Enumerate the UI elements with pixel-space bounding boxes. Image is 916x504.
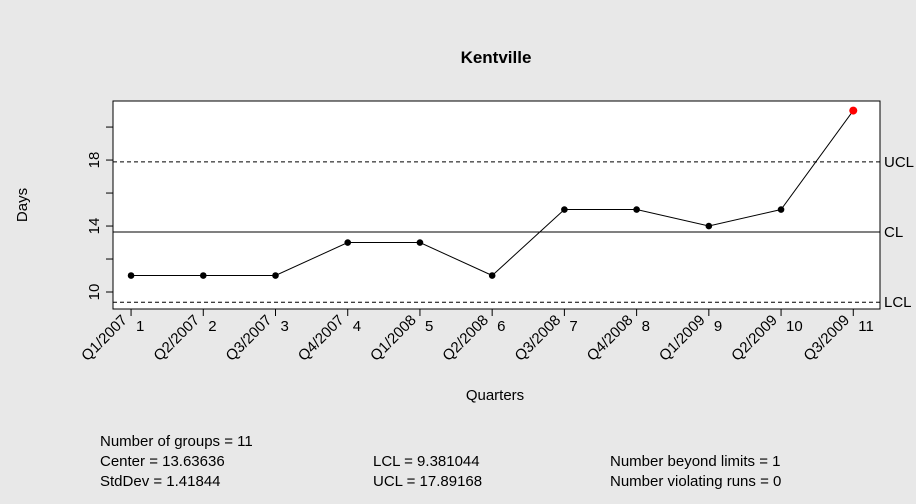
plot-area: [112, 100, 881, 310]
x-category-label: Q3/2009: [800, 312, 853, 365]
x-category-label: Q3/2007: [223, 312, 276, 365]
data-point: [344, 239, 352, 246]
data-point: [777, 206, 785, 213]
data-point: [633, 206, 640, 213]
y-tick-label: 10: [86, 284, 103, 301]
data-point: [705, 222, 713, 230]
x-tick-label: 10: [786, 318, 803, 335]
stats-text: UCL = 17.89168: [373, 473, 482, 490]
data-point: [127, 272, 135, 279]
data-point: [849, 106, 858, 115]
data-point: [488, 272, 496, 279]
x-category-label: Q1/2009: [656, 312, 709, 365]
limit-label: LCL: [884, 294, 912, 311]
limit-label: CL: [884, 224, 903, 241]
x-category-label: Q2/2008: [439, 312, 492, 365]
x-tick-label: 2: [208, 318, 216, 335]
x-tick-label: 4: [353, 318, 361, 335]
x-category-label: Q4/2008: [584, 312, 637, 365]
x-category-label: Q2/2009: [728, 312, 781, 365]
x-category-label: Q3/2008: [512, 312, 565, 365]
x-category-label: Q1/2008: [367, 312, 420, 365]
limit-label: UCL: [884, 154, 914, 171]
data-point: [272, 272, 279, 279]
x-category-label: Q2/2007: [150, 312, 203, 365]
data-point: [416, 239, 424, 246]
stats-text: Number of groups = 11: [100, 433, 253, 450]
stats-text: Number violating runs = 0: [610, 473, 781, 490]
stats-text: LCL = 9.381044: [373, 453, 480, 470]
x-tick-label: 8: [642, 318, 650, 335]
x-category-label: Q4/2007: [295, 312, 348, 365]
x-axis-label: Quarters: [466, 387, 524, 404]
x-tick-label: 5: [425, 318, 433, 335]
stats-text: Number beyond limits = 1: [610, 453, 781, 470]
y-tick-label: 14: [86, 218, 103, 235]
y-tick-label: 18: [86, 152, 103, 169]
x-tick-label: 1: [136, 318, 144, 335]
x-category-label: Q1/2007: [78, 312, 131, 365]
stats-text: Center = 13.63636: [100, 453, 225, 470]
x-tick-label: 7: [569, 318, 577, 335]
x-tick-label: 9: [714, 318, 722, 335]
data-point: [561, 206, 568, 213]
y-axis-label: Days: [14, 188, 31, 222]
x-tick-label: 11: [858, 318, 874, 335]
data-point: [199, 272, 207, 279]
chart-title: Kentville: [461, 48, 532, 67]
stats-text: StdDev = 1.41844: [100, 473, 221, 490]
x-tick-label: 3: [281, 318, 289, 335]
x-tick-label: 6: [497, 318, 505, 335]
